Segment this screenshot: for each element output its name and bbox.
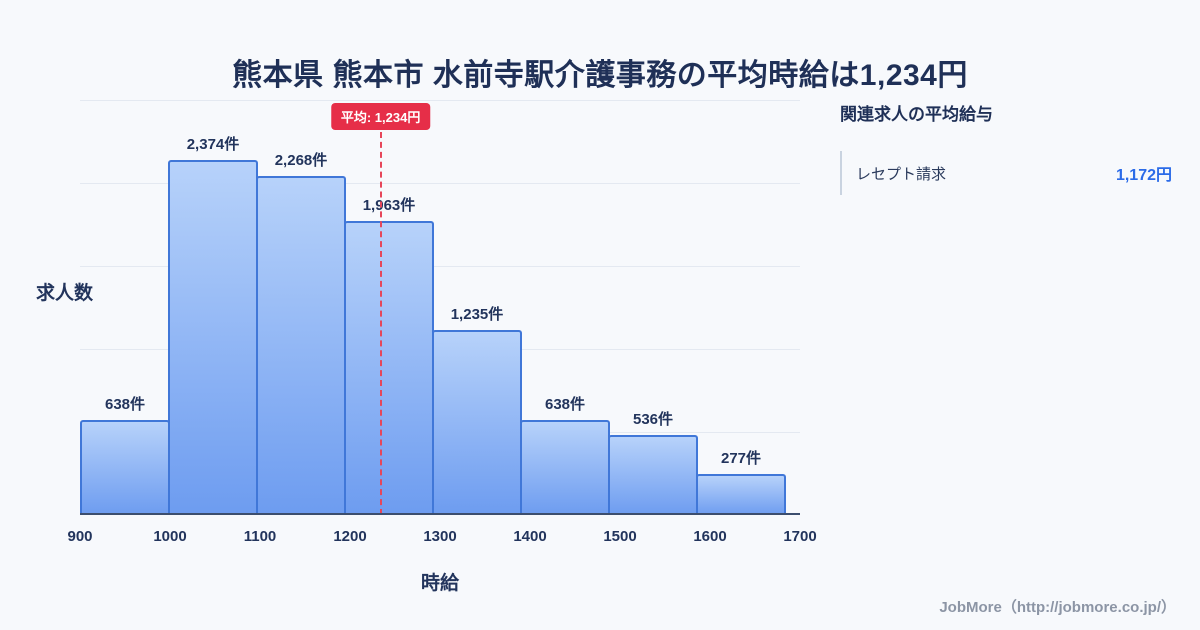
x-tick: 1100: [243, 528, 277, 545]
plot-area: 638件 2,374件 2,268件 1,963件 1,235件 638件 536件 277件…: [67, 100, 817, 545]
histogram-bar: [608, 435, 698, 515]
histogram-bar: [80, 420, 170, 515]
x-tick: 1700: [783, 528, 817, 545]
bar-value-label: 638件: [104, 396, 146, 413]
related-job-item[interactable]: レセプト請求 1,172円: [840, 151, 1176, 195]
x-tick: 900: [67, 528, 93, 545]
average-line: [379, 132, 382, 515]
footer-credit: JobMore（http://jobmore.co.jp/）: [939, 599, 1176, 616]
bar-value-label: 1,235件: [450, 306, 504, 323]
histogram-bar: [520, 420, 610, 515]
x-tick: 1000: [153, 528, 187, 545]
bar-column: 536件: [608, 100, 698, 515]
grid-line: [80, 183, 800, 184]
grid-line: [80, 266, 800, 267]
histogram-bar: [344, 221, 434, 515]
related-jobs-panel: 関連求人の平均給与 レセプト請求 1,172円: [840, 100, 1176, 195]
bar-column: 2,374件: [168, 100, 258, 515]
x-axis-label: 時給: [420, 573, 459, 594]
bar-column: 1,235件: [432, 100, 522, 515]
bar-value-label: 1,963件: [362, 197, 416, 214]
bar-value-label: 536件: [632, 411, 674, 428]
y-axis-label: 求人数: [36, 283, 94, 304]
page-title: 熊本県 熊本市 水前寺駅介護事務の平均時給は1,234円: [232, 59, 968, 93]
x-tick: 1500: [603, 528, 637, 545]
histogram-bar: [696, 474, 786, 515]
bar-column: 638件: [520, 100, 610, 515]
x-tick: 1400: [513, 528, 547, 545]
related-job-label: レセプト請求: [856, 165, 947, 183]
bar-value-label: 2,374件: [186, 136, 240, 153]
grid-line: [80, 100, 800, 101]
x-tick: 1200: [333, 528, 367, 545]
x-tick: 1600: [693, 528, 727, 545]
histogram-bar: [432, 330, 522, 515]
average-badge: 平均: 1,234円: [330, 103, 431, 130]
bar-column: 638件: [80, 100, 170, 515]
histogram-bar: [256, 176, 346, 515]
bar-value-label: 638件: [544, 396, 586, 413]
bar-column: 1,963件: [344, 100, 434, 515]
bar-column: 277件: [696, 100, 786, 515]
related-jobs-heading: 関連求人の平均給与: [840, 105, 993, 124]
x-tick: 1300: [423, 528, 457, 545]
x-axis-line: [80, 513, 800, 515]
histogram-bar: [168, 160, 258, 515]
bar-column: 2,268件: [256, 100, 346, 515]
bar-value-label: 277件: [720, 450, 762, 467]
bar-value-label: 2,268件: [274, 152, 328, 169]
related-job-value: 1,172円: [1115, 167, 1172, 184]
histogram-bars: 638件 2,374件 2,268件 1,963件 1,235件 638件 536件 277件: [80, 100, 800, 515]
